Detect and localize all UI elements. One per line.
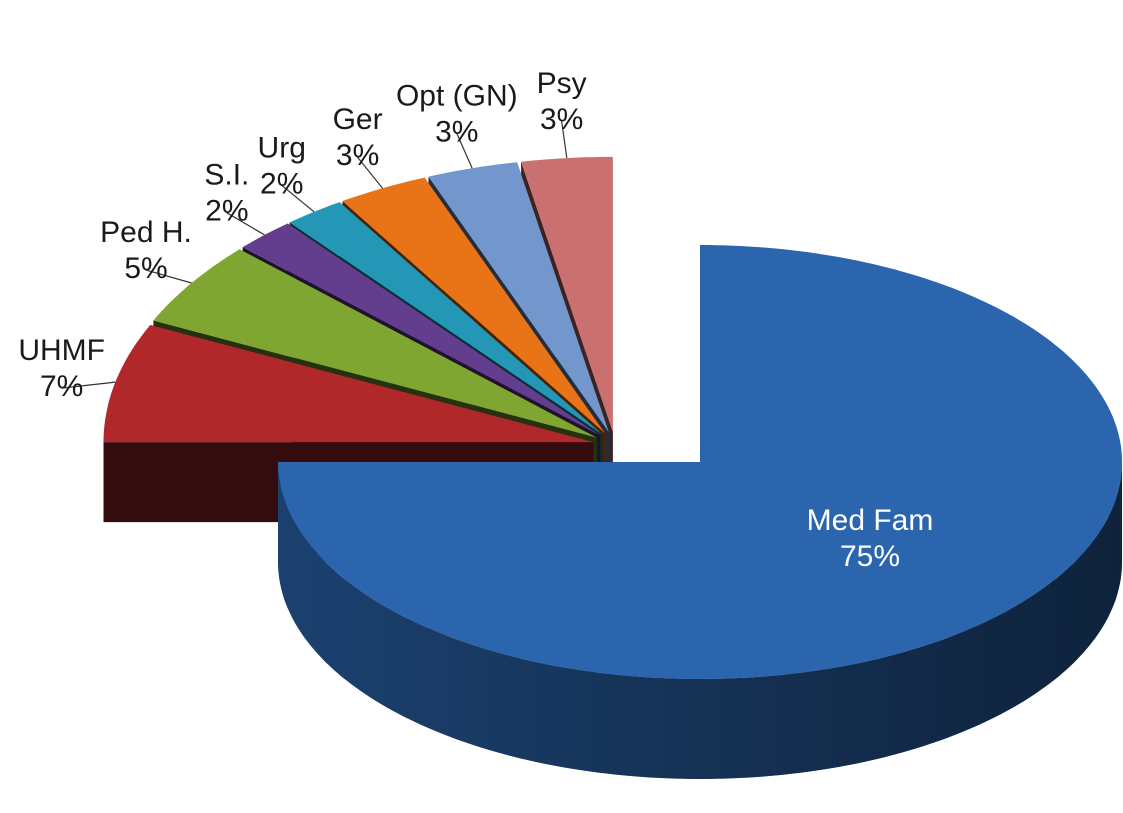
leader-line — [145, 269, 192, 284]
value-label: 75% — [840, 540, 900, 573]
leader-line — [61, 381, 116, 389]
category-label: S.I. — [204, 159, 249, 192]
category-label: Med Fam — [807, 504, 934, 537]
value-label: 2% — [260, 167, 303, 200]
value-label: 3% — [336, 139, 379, 172]
value-label: 2% — [205, 195, 248, 228]
slice — [289, 202, 603, 435]
category-label: Opt (GN) — [396, 79, 518, 112]
slice — [342, 177, 605, 434]
leader-line — [281, 184, 315, 213]
slice-side — [278, 462, 1122, 779]
slice — [278, 245, 1122, 679]
value-label: 5% — [124, 252, 167, 285]
leader-line — [226, 212, 265, 236]
leader-line — [456, 133, 473, 169]
category-label: Urg — [258, 131, 306, 164]
value-label: 3% — [435, 115, 478, 148]
slice — [428, 162, 609, 433]
slice — [103, 325, 594, 443]
value-label: 7% — [40, 370, 83, 403]
leader-line — [561, 121, 568, 159]
leader-line — [357, 156, 384, 189]
category-label: Ger — [333, 103, 383, 136]
slice — [521, 156, 613, 432]
slice — [242, 223, 600, 436]
category-label: Psy — [537, 67, 587, 100]
slice — [153, 249, 597, 438]
value-label: 3% — [540, 103, 583, 136]
category-label: Ped H. — [100, 216, 192, 249]
category-label: UHMF — [18, 334, 105, 367]
